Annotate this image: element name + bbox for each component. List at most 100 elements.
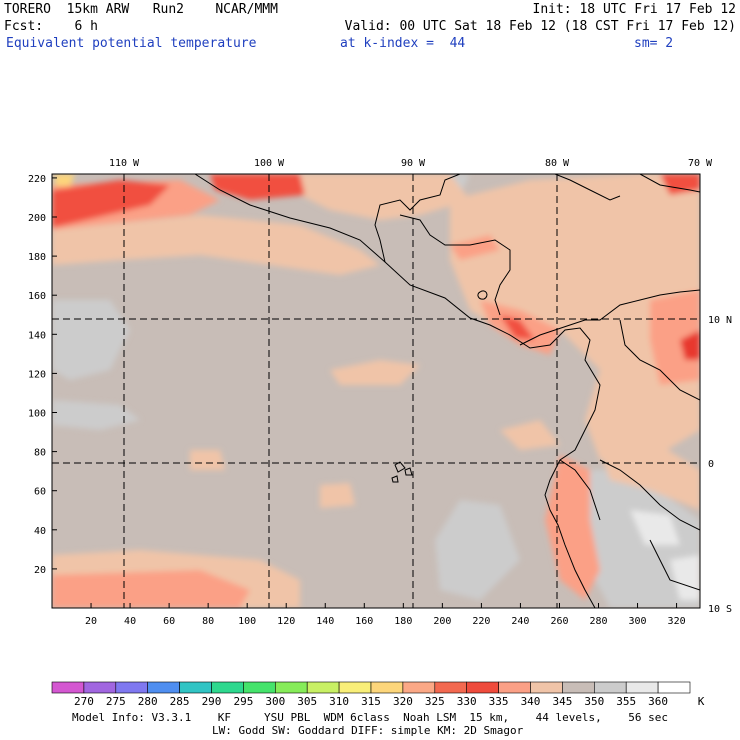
colorbar-label: 325 — [425, 695, 445, 708]
x-tick-label: 260 — [550, 616, 568, 627]
x-tick-label: 320 — [668, 616, 686, 627]
lat-label-0: 0 — [708, 459, 714, 470]
warm-patch-3 — [320, 483, 355, 508]
model-info: Model Info: V3.3.1 KF YSU PBL WDM 6class… — [72, 711, 669, 724]
warm-patch-2 — [500, 420, 560, 450]
warmer-venezuela — [650, 290, 700, 385]
colorbar-swatch — [179, 681, 212, 694]
x-tick-label: 40 — [124, 616, 136, 627]
x-tick-label: 200 — [433, 616, 451, 627]
y-tick-label: 40 — [34, 526, 46, 537]
galapagos-2 — [404, 467, 413, 476]
y-tick-label: 60 — [34, 487, 46, 498]
warm-region-caribbean — [450, 174, 700, 460]
x-tick-label: 120 — [277, 616, 295, 627]
colorbar-label: 330 — [457, 695, 477, 708]
colorbar-label: 305 — [297, 695, 317, 708]
coastlines — [194, 174, 700, 608]
colorbar-swatch — [243, 681, 276, 694]
colorbar-label: 315 — [361, 695, 381, 708]
y-tick-label: 100 — [28, 409, 46, 420]
colorbar-label: 345 — [552, 695, 572, 708]
longitude-labels: 110 W 100 W 90 W 80 W 70 W — [109, 158, 713, 169]
header-forecast-hour: Fcst: 6 h — [4, 19, 98, 34]
x-tick-label: 100 — [238, 616, 256, 627]
colorbar-unit: K — [698, 695, 705, 708]
latitude-labels: 10 N 0 10 S — [708, 315, 732, 615]
cool-region-west — [52, 300, 130, 380]
cool-region-south — [435, 500, 520, 600]
x-tick-label: 80 — [202, 616, 214, 627]
colorbar-swatch — [402, 681, 436, 694]
physics-info: LW: Godd SW: Goddard DIFF: simple KM: 2D… — [212, 724, 524, 737]
colorbar-swatch — [625, 681, 659, 694]
lon-label-110w: 110 W — [109, 158, 140, 169]
x-tick-label: 240 — [511, 616, 529, 627]
warm-region-amazon — [600, 445, 700, 510]
lat-label-10s: 10 S — [708, 604, 732, 615]
lat-label-10n: 10 N — [708, 315, 732, 326]
colorbar-swatch — [115, 681, 149, 694]
colorbar-label: 300 — [265, 695, 285, 708]
colorbar-swatch — [657, 681, 691, 694]
caribbean-coast-south — [519, 289, 700, 346]
level-info: at k-index = 44 — [340, 36, 466, 51]
x-tick-label: 60 — [163, 616, 175, 627]
warm-band-north — [52, 215, 380, 275]
bolivia-border — [649, 539, 700, 591]
y-tick-label: 140 — [28, 330, 46, 341]
x-tick-label: 20 — [85, 616, 97, 627]
colorbar-label: 270 — [74, 695, 94, 708]
colorbar-swatch — [466, 681, 499, 694]
colorbar-label: 360 — [648, 695, 668, 708]
colorbar-label: 285 — [170, 695, 190, 708]
warm-region-mexico — [290, 174, 470, 220]
pacific-coastline — [194, 174, 601, 608]
x-tick-label: 280 — [589, 616, 607, 627]
hispaniola-coast — [639, 174, 700, 193]
warmer-coast-peru — [545, 455, 600, 600]
colorbar-swatch — [593, 681, 627, 694]
x-tick-label: 140 — [316, 616, 334, 627]
colorbar-label: 295 — [233, 695, 253, 708]
x-tick-label: 180 — [394, 616, 412, 627]
colorbar-swatch — [274, 681, 308, 694]
colorbar-label: 335 — [489, 695, 509, 708]
x-grid-ticks: 20 40 60 80 100 120 140 160 180 200 220 240 260 280 30… — [85, 603, 686, 627]
hot-region-mexico — [210, 174, 305, 200]
colorbar-swatch — [83, 681, 117, 694]
header-init-time: Init: 18 UTC Fri 17 Feb 12 — [532, 2, 737, 17]
colorbar-swatch — [338, 681, 372, 694]
galapagos-3 — [391, 475, 399, 483]
colorbar-swatch — [434, 681, 467, 694]
colorbar-label: 290 — [202, 695, 222, 708]
lon-label-80w: 80 W — [545, 158, 570, 169]
colorbar-swatch — [562, 681, 595, 694]
colorbar-swatch — [51, 681, 85, 694]
colorbar-label: 320 — [393, 695, 413, 708]
y-tick-label: 120 — [28, 369, 46, 380]
x-tick-label: 160 — [355, 616, 373, 627]
header-valid-time: Valid: 00 UTC Sat 18 Feb 12 (18 CST Fri … — [344, 19, 736, 34]
warmest-corner — [55, 174, 75, 186]
map-frame — [51, 173, 701, 609]
hot-region-nw — [52, 180, 170, 228]
cold-region-andes-2 — [670, 555, 700, 600]
field-shading — [52, 174, 700, 608]
hot-region-venezuela — [680, 330, 700, 360]
cuba-coast — [554, 174, 621, 201]
colorbar-label: 310 — [329, 695, 349, 708]
field-name: Equivalent potential temperature — [6, 36, 257, 51]
lon-label-70w: 70 W — [688, 158, 713, 169]
cool-region-west-2 — [52, 400, 140, 430]
warm-patch-4 — [190, 450, 225, 470]
lake-nicaragua — [477, 290, 488, 300]
colorbar-swatch — [147, 681, 180, 694]
colorbar-label: 275 — [106, 695, 126, 708]
graticule — [52, 174, 700, 608]
colorbar-label: 280 — [138, 695, 158, 708]
y-tick-label: 20 — [34, 565, 46, 576]
lon-label-90w: 90 W — [401, 158, 426, 169]
smoothing-info: sm= 2 — [634, 36, 674, 51]
